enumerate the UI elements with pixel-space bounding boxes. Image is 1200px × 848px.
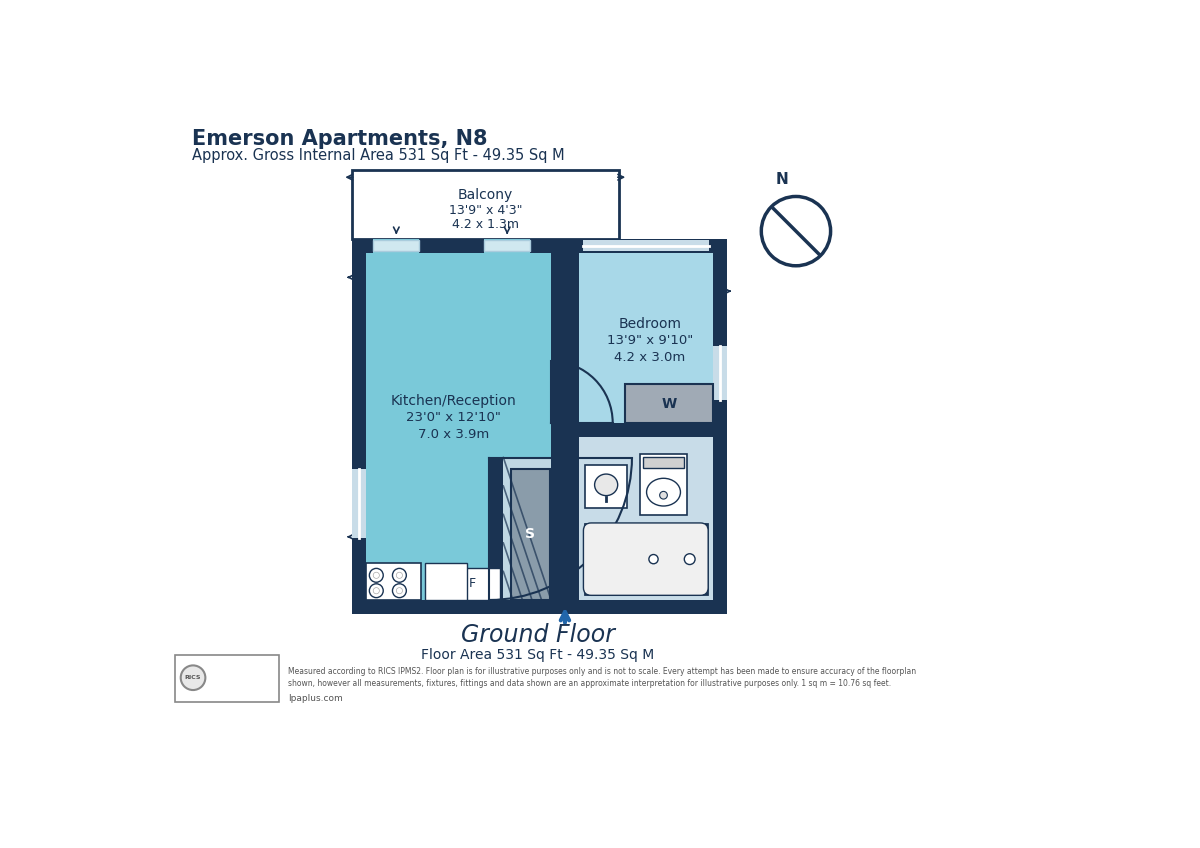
- Bar: [373, 240, 420, 251]
- Text: S: S: [526, 527, 535, 542]
- Text: W: W: [661, 397, 677, 410]
- Circle shape: [392, 568, 407, 583]
- Text: Kitchen/Reception: Kitchen/Reception: [390, 393, 516, 408]
- Bar: [511, 469, 550, 600]
- Bar: [551, 444, 565, 600]
- Bar: [643, 457, 684, 467]
- Text: RICS: RICS: [185, 675, 202, 680]
- Bar: [713, 346, 727, 399]
- Bar: [583, 240, 709, 251]
- Circle shape: [370, 568, 383, 583]
- Bar: [425, 563, 467, 600]
- Text: Property: Property: [212, 673, 248, 683]
- Circle shape: [684, 554, 695, 565]
- Circle shape: [373, 572, 379, 578]
- Text: F: F: [469, 577, 476, 590]
- Text: 7.0 x 3.9m: 7.0 x 3.9m: [418, 428, 488, 441]
- Bar: [578, 253, 713, 423]
- Circle shape: [396, 588, 402, 594]
- Ellipse shape: [647, 478, 680, 506]
- Text: 4.2 x 1.3m: 4.2 x 1.3m: [451, 218, 518, 231]
- Bar: [352, 469, 366, 538]
- Circle shape: [660, 491, 667, 499]
- Bar: [484, 240, 530, 251]
- Bar: [373, 239, 420, 253]
- Text: Floor Area 531 Sq Ft - 49.35 Sq M: Floor Area 531 Sq Ft - 49.35 Sq M: [421, 648, 655, 661]
- Text: 13'9" x 4'3": 13'9" x 4'3": [449, 204, 522, 217]
- Text: Measurer: Measurer: [210, 683, 250, 692]
- Text: Balcony: Balcony: [457, 188, 512, 202]
- Text: Measured according to RICS IPMS2. Floor plan is for illustrative purposes only a: Measured according to RICS IPMS2. Floor …: [288, 667, 916, 676]
- Bar: [490, 458, 503, 600]
- Text: N: N: [775, 172, 788, 187]
- Bar: [352, 170, 619, 239]
- Bar: [366, 253, 551, 600]
- Bar: [503, 458, 551, 600]
- Circle shape: [396, 572, 402, 578]
- Bar: [174, 655, 278, 702]
- Bar: [445, 567, 499, 600]
- Text: lpaplus.com: lpaplus.com: [288, 694, 342, 703]
- Bar: [578, 423, 713, 600]
- Circle shape: [392, 583, 407, 598]
- Text: shown, however all measurements, fixtures, fittings and data shown are an approx: shown, however all measurements, fixture…: [288, 678, 890, 688]
- Text: Certified: Certified: [212, 663, 248, 672]
- Bar: [551, 423, 727, 437]
- Circle shape: [373, 588, 379, 594]
- Bar: [352, 239, 727, 614]
- Text: Emerson Apartments, N8: Emerson Apartments, N8: [192, 129, 487, 148]
- Bar: [625, 384, 713, 423]
- Bar: [366, 563, 421, 600]
- Text: Ground Floor: Ground Floor: [461, 623, 616, 647]
- Circle shape: [181, 666, 205, 690]
- Text: 13'9" x 9'10": 13'9" x 9'10": [606, 334, 692, 347]
- FancyBboxPatch shape: [583, 523, 708, 595]
- Bar: [584, 525, 707, 594]
- Text: Approx. Gross Internal Area 531 Sq Ft - 49.35 Sq M: Approx. Gross Internal Area 531 Sq Ft - …: [192, 148, 564, 163]
- Bar: [584, 466, 628, 508]
- Text: 23'0" x 12'10": 23'0" x 12'10": [406, 411, 500, 424]
- Text: Bedroom: Bedroom: [618, 316, 682, 331]
- Bar: [641, 454, 686, 516]
- Circle shape: [649, 555, 658, 564]
- Bar: [484, 239, 530, 253]
- Text: 4.2 x 3.0m: 4.2 x 3.0m: [614, 351, 685, 364]
- Circle shape: [370, 583, 383, 598]
- Ellipse shape: [594, 474, 618, 495]
